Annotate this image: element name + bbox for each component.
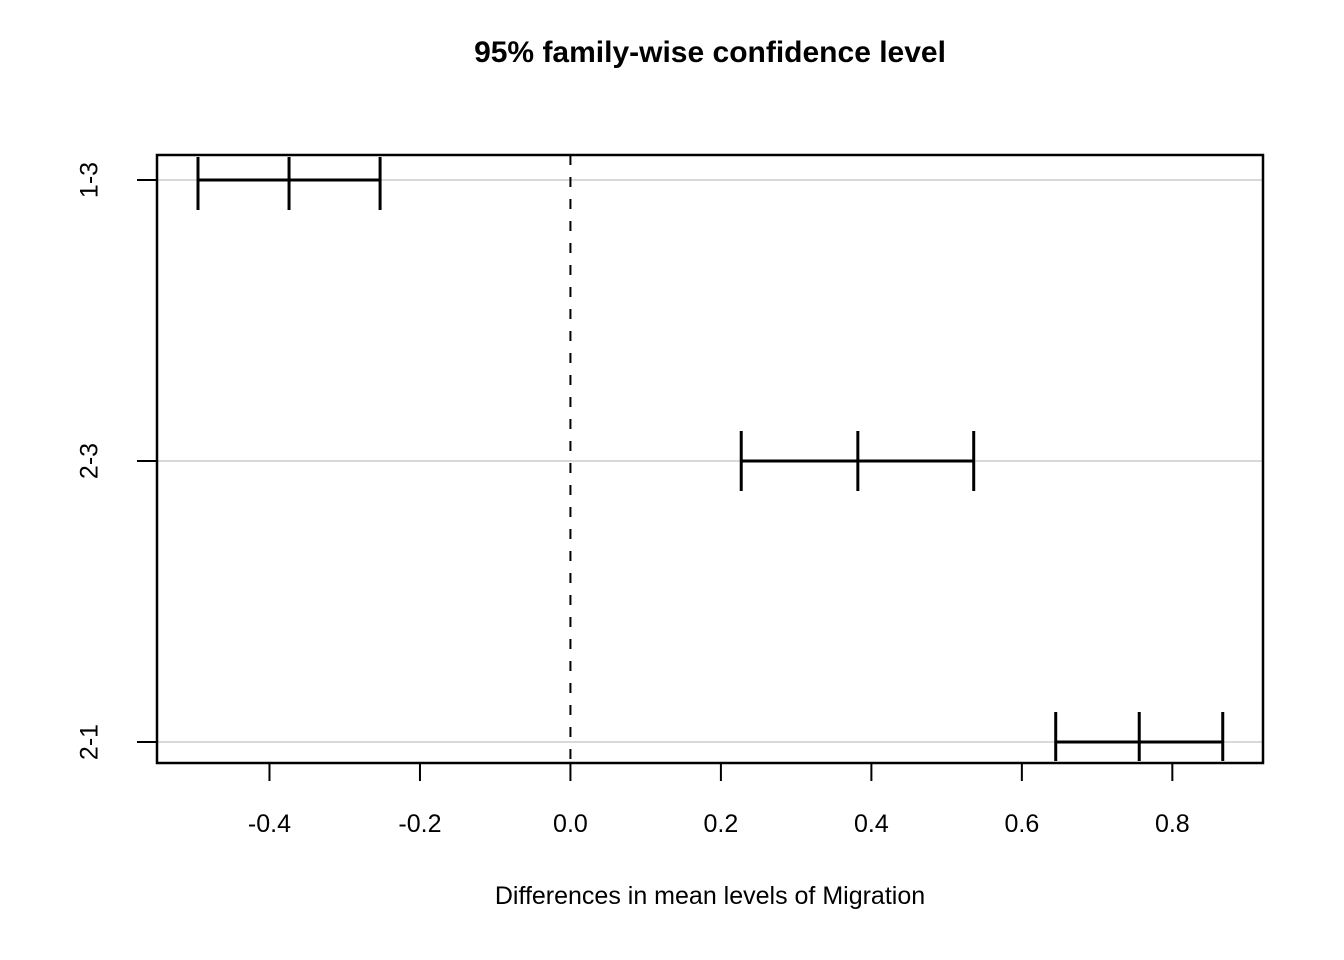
x-tick-label--0.4: -0.4 — [248, 810, 291, 838]
y-tick-label-2-3: 2-3 — [76, 443, 104, 479]
x-tick-label-0.2: 0.2 — [704, 810, 739, 838]
x-axis-label: Differences in mean levels of Migration — [494, 882, 926, 910]
chart-title: 95% family-wise confidence level — [474, 36, 946, 69]
plot-box — [155, 153, 1265, 765]
x-tick-label-0.6: 0.6 — [1004, 810, 1039, 838]
x-tick-label-0.4: 0.4 — [854, 810, 889, 838]
x-tick-label-0.8: 0.8 — [1155, 810, 1190, 838]
x-tick-label--0.2: -0.2 — [398, 810, 441, 838]
x-tick-label-0.0: 0.0 — [553, 810, 588, 838]
y-tick-label-2-1: 2-1 — [76, 724, 104, 760]
y-tick-label-1-3: 1-3 — [76, 162, 104, 198]
